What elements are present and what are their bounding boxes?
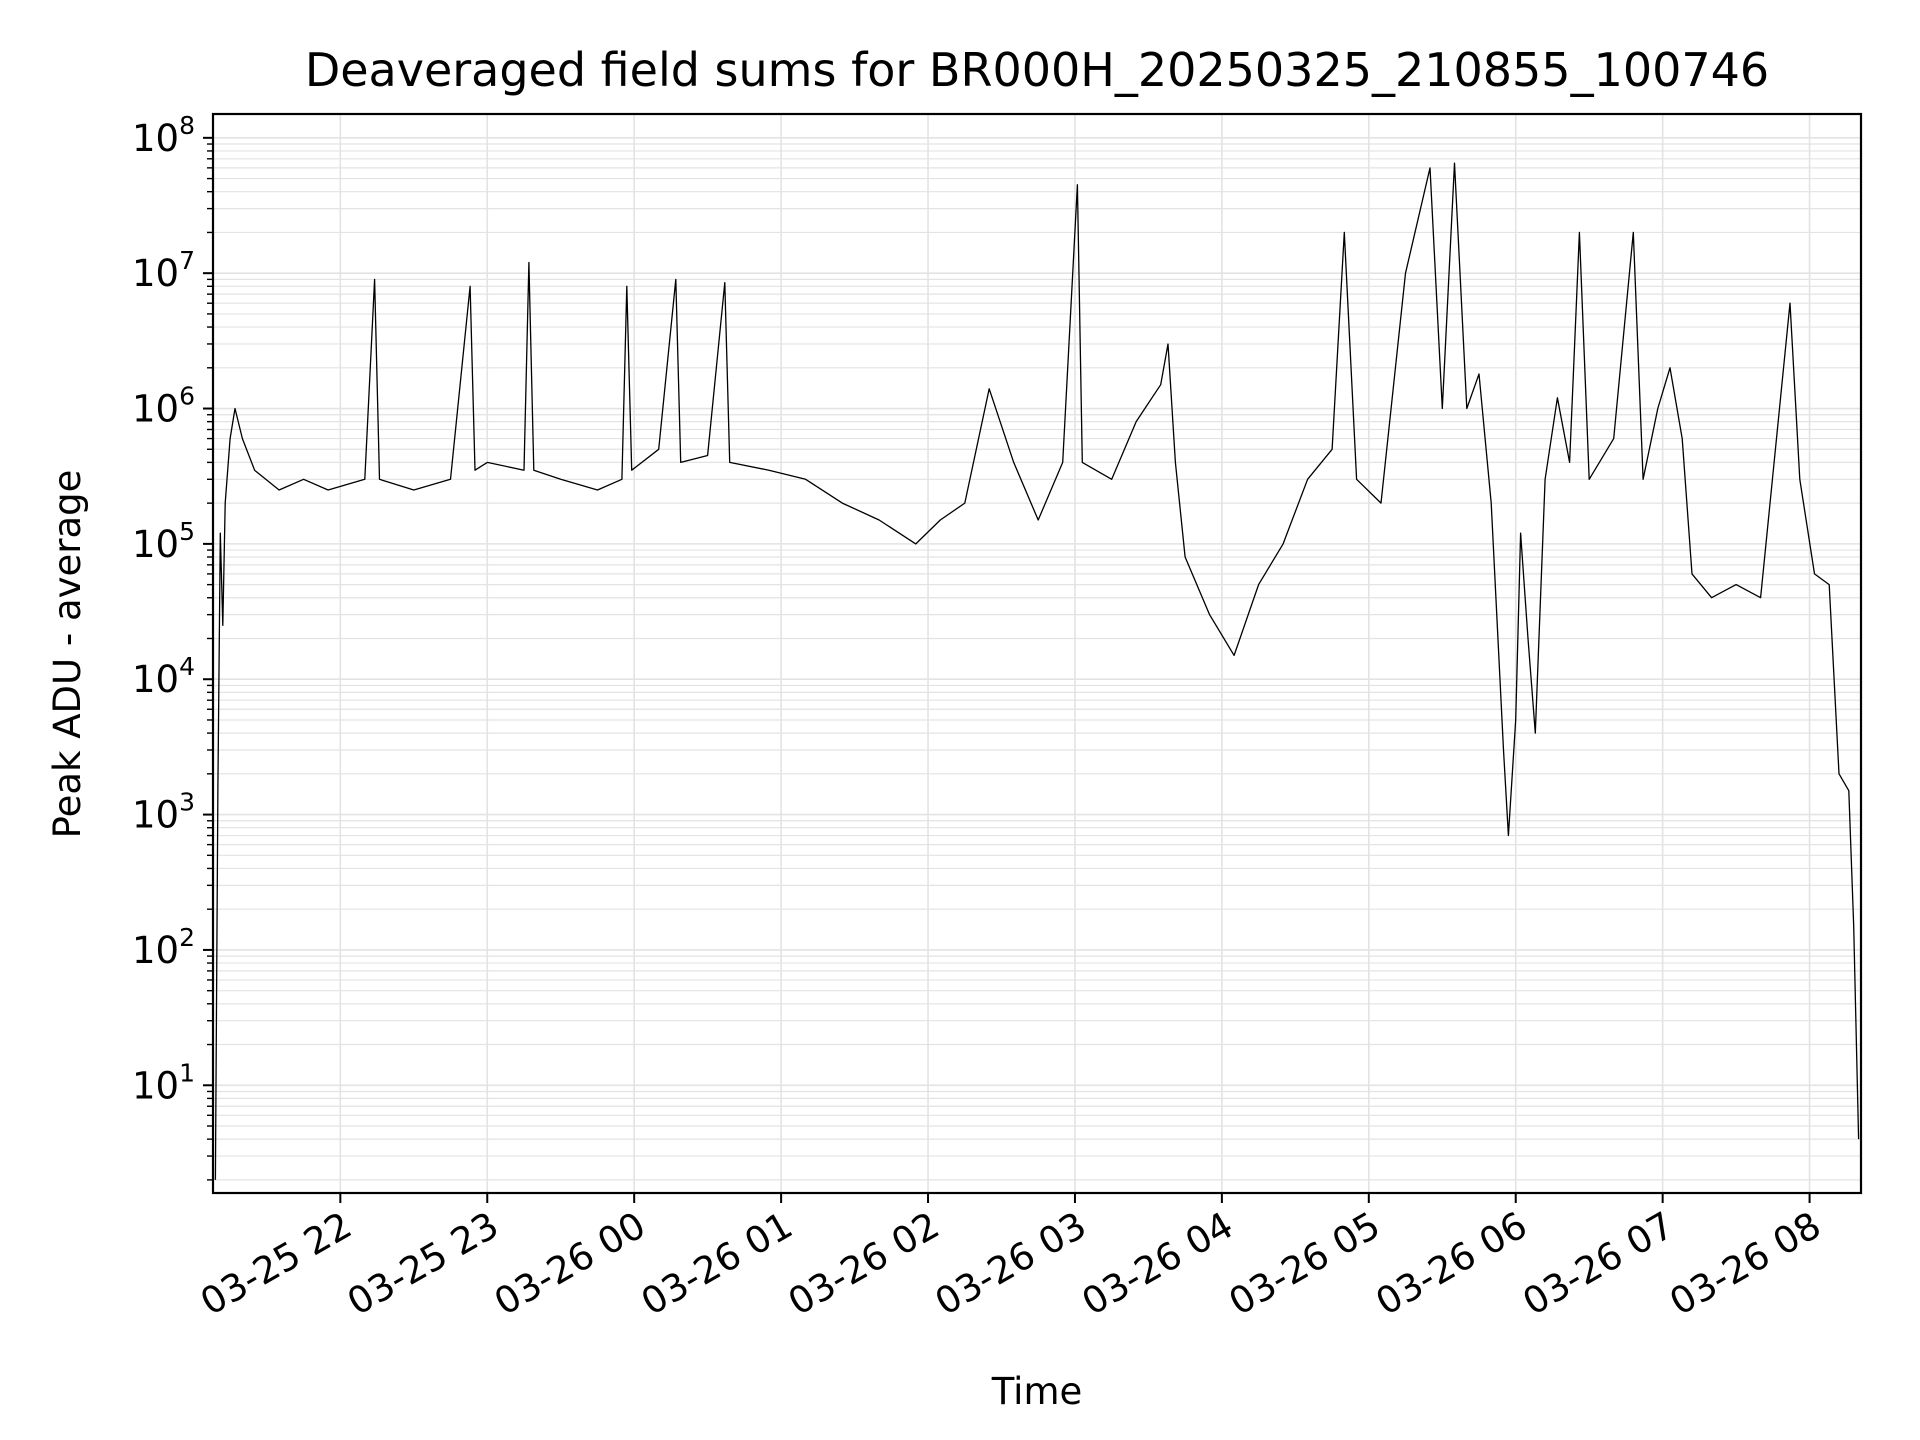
y-axis: 101 102 103 104 105 106 107 108 [132, 111, 213, 1181]
y-tick-label: 105 [132, 517, 195, 566]
chart-title: Deaveraged field sums for BR000H_2025032… [305, 43, 1769, 97]
y-tick-label: 103 [132, 788, 195, 837]
x-axis-label: Time [991, 1370, 1083, 1413]
y-tick-label: 101 [132, 1058, 195, 1107]
series-line [214, 162, 1860, 1180]
plot-area-frame [211, 112, 1863, 1195]
y-tick-label: 104 [132, 652, 195, 701]
y-tick-label: 107 [132, 246, 195, 295]
grid-lines [213, 114, 1861, 1193]
y-tick-label: 108 [132, 111, 195, 160]
y-tick-label: 106 [132, 382, 195, 431]
y-tick-label: 102 [132, 923, 195, 972]
y-axis-label: Peak ADU - average [46, 470, 89, 839]
